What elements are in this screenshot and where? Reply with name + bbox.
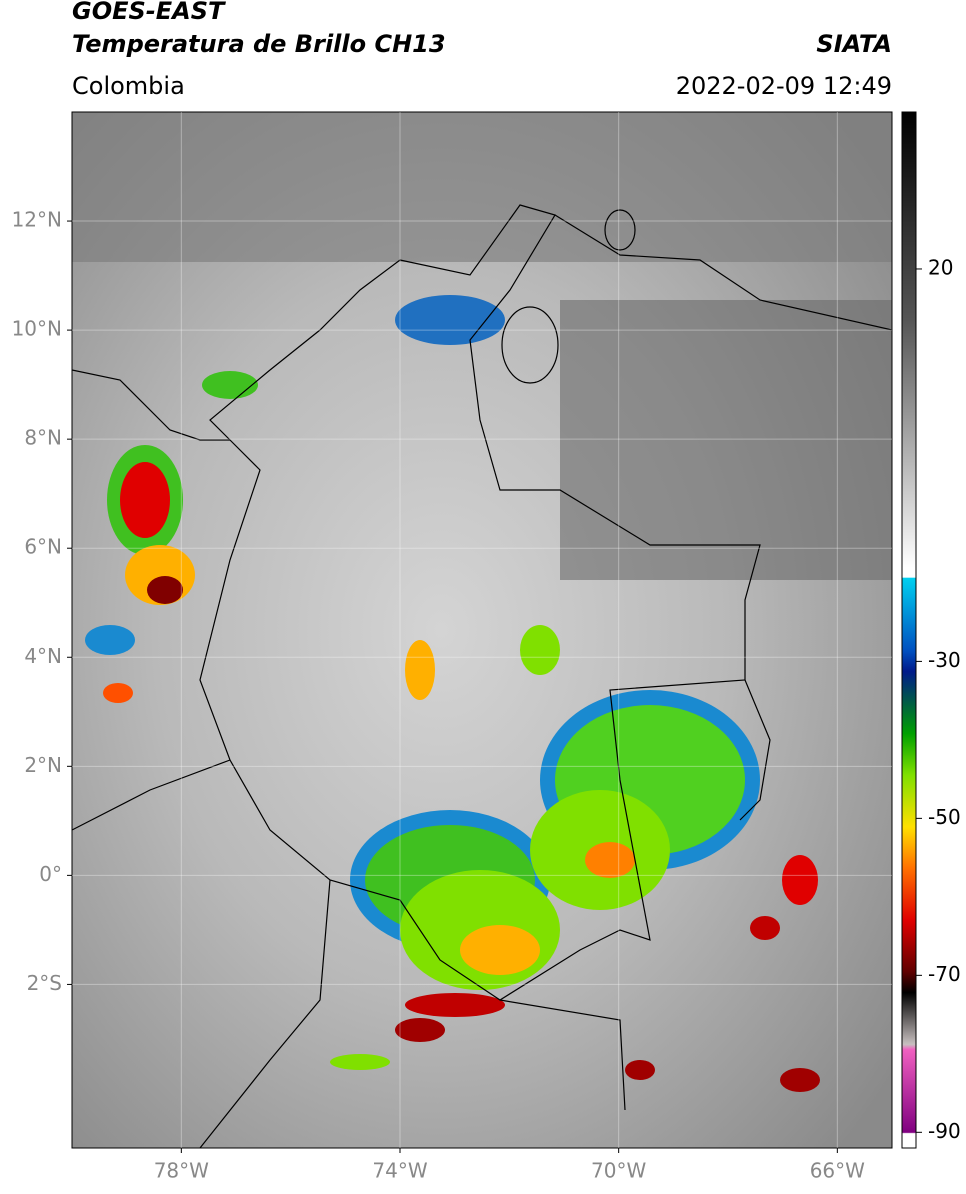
coastline [554, 214, 892, 331]
map-background [72, 112, 892, 1148]
lat-tick-label: 0° [39, 862, 62, 886]
lake-maracaibo [501, 306, 559, 384]
brazil-border [499, 999, 626, 1111]
colorbar-tick-label: -50 [928, 805, 961, 829]
colombia-border [199, 204, 761, 1001]
lat-tick-label: 10°N [12, 317, 62, 341]
venezuela-border [739, 679, 771, 821]
colorbar-tick-label: -70 [928, 962, 961, 986]
lat-tick-label: 6°N [24, 535, 62, 559]
colorbar-tick-label: -30 [928, 648, 961, 672]
lat-tick-label: 8°N [24, 426, 62, 450]
source: SIATA [816, 30, 892, 58]
dark-area [560, 300, 892, 580]
lat-tick-label: 2°S [27, 971, 62, 995]
ecuador-border [72, 759, 231, 831]
subtitle: Temperatura de Brillo CH13 [72, 30, 446, 58]
lat-tick-label: 12°N [12, 208, 62, 232]
peru-border [199, 879, 331, 1148]
lon-tick-label: 66°W [810, 1159, 865, 1183]
panama-coast [72, 369, 230, 441]
region: Colombia [72, 72, 185, 100]
title: GOES-EAST [72, 0, 226, 25]
lon-tick-label: 70°W [591, 1159, 646, 1183]
datetime: 2022-02-09 12:49 [676, 72, 892, 100]
map-image [72, 112, 892, 1148]
colorbar-tick-label: 20 [928, 255, 953, 279]
lon-tick-label: 74°W [372, 1159, 427, 1183]
colorbar [901, 111, 917, 1149]
map-frame [71, 111, 893, 1149]
dark-area [72, 112, 892, 262]
colorbar-tick-label: -90 [928, 1119, 961, 1143]
lat-tick-label: 4°N [24, 644, 62, 668]
peninsula [604, 209, 636, 251]
lon-tick-label: 78°W [154, 1159, 209, 1183]
lat-tick-label: 2°N [24, 753, 62, 777]
